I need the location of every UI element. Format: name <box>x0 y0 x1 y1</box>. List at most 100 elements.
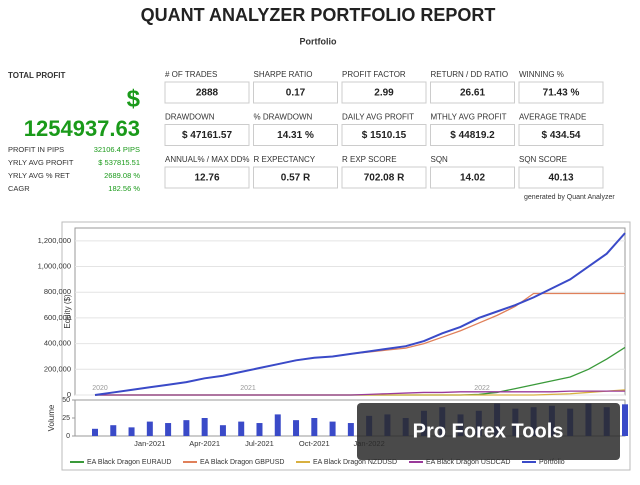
y-tick-label: 1,200,000 <box>38 236 71 245</box>
series-line <box>94 292 625 396</box>
volume-bar <box>165 423 172 436</box>
metric-box <box>253 124 338 146</box>
metric-label: DAILY AVG PROFIT <box>342 113 414 122</box>
volume-bar <box>329 421 336 436</box>
metric-box <box>164 124 250 146</box>
volume-bar <box>219 425 226 436</box>
x-tick-label: Oct-2021 <box>299 439 330 448</box>
metric-box <box>430 124 515 146</box>
plot-area <box>74 227 626 396</box>
y-tick-label: 600,000 <box>44 313 71 322</box>
metric-label: DRAWDOWN <box>165 113 215 122</box>
volume-bar <box>92 428 98 436</box>
currency: $ <box>127 85 141 112</box>
volume-bar <box>293 420 300 436</box>
subtitle: Portfolio <box>300 36 337 46</box>
legend-label: EA Black Dragon NZDUSD <box>313 459 397 466</box>
metric-value: $ 1510.15 <box>362 130 407 141</box>
total-value: 1254937.63 <box>24 116 140 141</box>
metric-value: $ 434.54 <box>542 130 581 141</box>
volume-bar <box>256 423 263 436</box>
watermark: Pro Forex Tools <box>413 420 564 442</box>
metric-label: SQN <box>431 155 449 164</box>
total-label: TOTAL PROFIT <box>8 71 65 80</box>
series-line <box>94 232 626 396</box>
volume-bar <box>274 414 281 436</box>
summary-value: $ 537815.51 <box>98 158 140 167</box>
volume-bar <box>128 427 135 436</box>
title: QUANT ANALYZER PORTFOLIO REPORT <box>141 5 496 25</box>
metric-box <box>341 124 427 146</box>
generated: generated by Quant Analyzer <box>524 194 615 201</box>
volume-bar <box>201 418 208 436</box>
volume-bar <box>183 420 190 436</box>
legend-label: EA Black Dragon EURAUD <box>87 459 171 466</box>
volume-bar <box>110 425 117 436</box>
metric-box <box>341 81 427 104</box>
volume-tick-label: 0 <box>66 433 70 440</box>
summary-value: 32106.4 PIPS <box>94 145 140 154</box>
volume-label: Volume <box>47 404 56 431</box>
metric-value: 0.57 R <box>281 173 311 184</box>
metric-label: WINNING % <box>519 70 564 79</box>
metric-label: AVERAGE TRADE <box>519 113 586 122</box>
metric-box <box>253 166 338 189</box>
y-axis-label: Equity ($) <box>63 294 72 329</box>
metric-label: RETURN / DD RATIO <box>431 70 509 79</box>
volume-tick-label: 25 <box>62 415 70 422</box>
metric-box <box>430 81 515 104</box>
metric-value: $ 47161.57 <box>182 130 232 141</box>
metric-label: # OF TRADES <box>165 70 217 79</box>
metric-box <box>253 81 338 104</box>
volume-bar <box>311 418 318 436</box>
summary-label: PROFIT IN PIPS <box>8 145 64 154</box>
year-label: 2022 <box>474 385 490 392</box>
metric-box <box>518 81 604 104</box>
volume-bar <box>238 421 245 436</box>
metric-value: 2888 <box>196 88 219 99</box>
metric-label: SHARPE RATIO <box>254 70 313 79</box>
year-label: 2021 <box>240 385 256 392</box>
summary-value: 2689.08 % <box>104 171 140 180</box>
metric-label: R EXPECTANCY <box>254 155 316 164</box>
watermark-bg <box>357 403 620 460</box>
metric-value: 0.17 <box>286 88 306 99</box>
metric-box <box>518 124 604 146</box>
volume-tick-label: 50 <box>62 397 70 404</box>
chart-frame <box>61 221 631 471</box>
metric-box <box>164 166 250 189</box>
metric-value: 26.61 <box>460 88 485 99</box>
metric-value: $ 44819.2 <box>450 130 495 141</box>
metric-box <box>430 166 515 189</box>
metric-value: 14.02 <box>460 173 485 184</box>
volume-bar <box>146 421 153 436</box>
x-tick-label: Apr-2021 <box>189 439 220 448</box>
metric-value: 40.13 <box>548 173 573 184</box>
metric-value: 2.99 <box>374 88 394 99</box>
y-tick-label: 1,000,000 <box>38 262 71 271</box>
x-tick-label: Jan-2021 <box>134 439 165 448</box>
volume-bar <box>347 423 354 436</box>
metric-label: % DRAWDOWN <box>254 113 313 122</box>
metric-label: R EXP SCORE <box>342 155 397 164</box>
metric-value: 71.43 % <box>543 88 580 99</box>
legend-label: EA Black Dragon GBPUSD <box>200 459 284 466</box>
series-line <box>95 390 625 396</box>
summary-value: 182.56 % <box>108 184 140 193</box>
y-tick-label: 800,000 <box>44 287 71 296</box>
volume-bar <box>622 404 628 436</box>
metric-value: 14.31 % <box>277 130 314 141</box>
legend-label: EA Black Dragon USDCAD <box>426 459 510 466</box>
y-tick-label: 200,000 <box>44 364 71 373</box>
summary-label: YRLY AVG PROFIT <box>8 158 74 167</box>
metric-label: SQN SCORE <box>519 155 567 164</box>
year-label: 2020 <box>92 385 108 392</box>
metric-value: 702.08 R <box>364 173 405 184</box>
metric-box <box>341 166 427 189</box>
x-tick-label: Jul-2021 <box>245 439 274 448</box>
y-tick-label: 0 <box>67 390 71 399</box>
summary-label: YRLY AVG % RET <box>8 171 70 180</box>
y-tick-label: 400,000 <box>44 339 71 348</box>
